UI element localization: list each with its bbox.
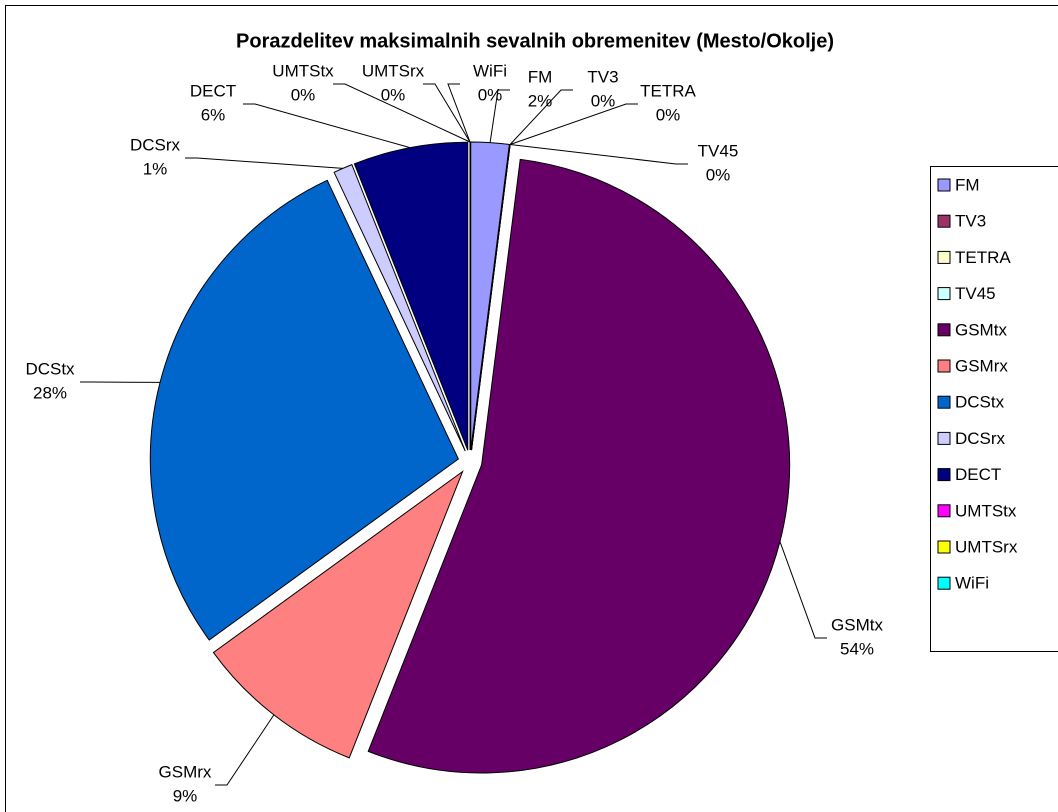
legend-label: FM bbox=[955, 175, 980, 194]
legend-swatch bbox=[937, 576, 951, 590]
legend-swatch bbox=[937, 468, 951, 482]
data-label-value: 28% bbox=[33, 383, 67, 402]
data-label-value: 1% bbox=[143, 159, 168, 178]
pie-slice bbox=[470, 141, 510, 451]
pie-slice bbox=[212, 470, 464, 759]
data-label-name: TV45 bbox=[698, 141, 739, 160]
leader-line bbox=[509, 89, 573, 145]
leader-line bbox=[510, 144, 688, 165]
data-label-value: 0% bbox=[656, 105, 681, 124]
data-label-name: UMTSrx bbox=[362, 61, 425, 80]
legend-swatch bbox=[937, 214, 951, 228]
legend-label: DCSrx bbox=[955, 429, 1006, 448]
data-label-value: 0% bbox=[706, 165, 731, 184]
legend-label: TV45 bbox=[955, 284, 996, 303]
leader-line bbox=[447, 83, 471, 143]
legend-swatch bbox=[937, 178, 951, 192]
data-label-name: DECT bbox=[190, 81, 236, 100]
leader-line bbox=[215, 714, 275, 786]
legend-label: TETRA bbox=[955, 248, 1011, 267]
legend-swatch bbox=[937, 323, 951, 337]
legend-swatch bbox=[937, 540, 951, 554]
data-label-name: DCStx bbox=[25, 359, 75, 378]
legend-label: GSMtx bbox=[955, 320, 1007, 339]
legend-swatch bbox=[937, 431, 951, 445]
data-label-value: 54% bbox=[840, 639, 874, 658]
leader-line bbox=[423, 83, 471, 143]
leader-line bbox=[243, 103, 411, 149]
data-label-value: 0% bbox=[591, 91, 616, 110]
legend-swatch bbox=[937, 395, 951, 409]
leader-line bbox=[333, 83, 471, 143]
legend-label: DCStx bbox=[955, 393, 1005, 412]
data-label-name: TETRA bbox=[640, 81, 696, 100]
data-label-value: 9% bbox=[173, 786, 198, 805]
legend-label: UMTStx bbox=[955, 501, 1017, 520]
leader-line bbox=[185, 157, 343, 169]
data-label-name: UMTStx bbox=[272, 61, 334, 80]
legend-swatch bbox=[937, 250, 951, 264]
leader-line bbox=[779, 541, 827, 639]
data-label-name: WiFi bbox=[473, 61, 507, 80]
legend-label: TV3 bbox=[955, 212, 986, 231]
data-label-name: FM bbox=[528, 67, 553, 86]
legend-label: WiFi bbox=[955, 574, 989, 593]
legend-swatch bbox=[937, 287, 951, 301]
data-label-value: 0% bbox=[291, 85, 316, 104]
data-label-name: DCSrx bbox=[130, 135, 181, 154]
legend-swatch bbox=[937, 504, 951, 518]
leader-line bbox=[509, 103, 638, 145]
legend-label: UMTSrx bbox=[955, 537, 1018, 556]
data-label-value: 0% bbox=[381, 85, 406, 104]
legend-label: GSMrx bbox=[955, 356, 1008, 375]
data-label-name: GSMtx bbox=[831, 615, 883, 634]
chart-title: Porazdelitev maksimalnih sevalnih obreme… bbox=[236, 30, 834, 52]
data-label-value: 6% bbox=[201, 105, 226, 124]
data-label-name: TV3 bbox=[587, 67, 618, 86]
leader-line bbox=[489, 89, 510, 143]
data-label-value: 0% bbox=[478, 85, 503, 104]
legend-swatch bbox=[937, 359, 951, 373]
data-label-value: 2% bbox=[528, 91, 553, 110]
legend-box bbox=[930, 166, 1058, 652]
data-label-name: GSMrx bbox=[159, 762, 212, 781]
legend-label: DECT bbox=[955, 465, 1001, 484]
